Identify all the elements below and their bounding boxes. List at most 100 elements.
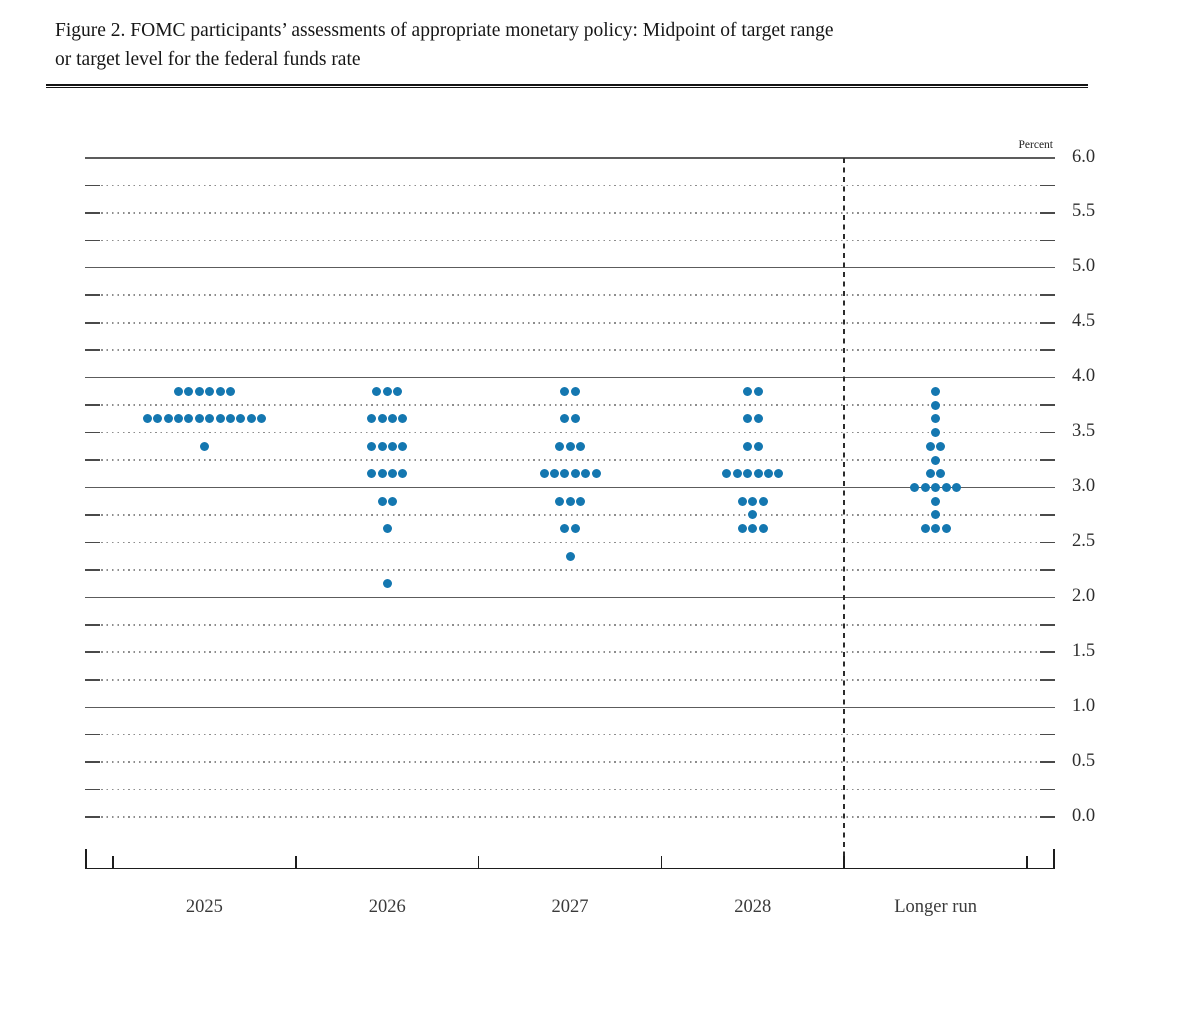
- x-axis-tick: [660, 855, 663, 868]
- fomc-dot: [372, 386, 382, 396]
- gridline-right-cap: [1040, 294, 1055, 297]
- gridline-dotted: [85, 514, 1055, 516]
- gridline-dotted: [85, 294, 1055, 297]
- gridline-dotted: [85, 459, 1055, 461]
- fomc-dot: [236, 414, 246, 424]
- fomc-dot: [560, 469, 570, 479]
- fomc-dot: [931, 455, 941, 465]
- gridline-right-cap: [1040, 761, 1055, 763]
- fomc-dot: [570, 386, 580, 396]
- fomc-dot: [753, 386, 763, 396]
- fomc-dot: [753, 414, 763, 424]
- x-axis-label-longer-run: Longer run: [894, 897, 977, 917]
- fomc-dot: [936, 441, 946, 451]
- fomc-dot: [257, 414, 267, 424]
- fomc-dot: [925, 469, 935, 479]
- fomc-dot: [184, 414, 194, 424]
- fomc-dot: [581, 469, 591, 479]
- gridline-dotted: [85, 239, 1055, 242]
- fomc-dot: [215, 414, 225, 424]
- gridline-dotted: [85, 431, 1055, 434]
- gridline-right-cap: [1040, 733, 1055, 736]
- gridline-left-cap: [85, 321, 100, 324]
- fomc-dot: [565, 441, 575, 451]
- y-axis-label-0.5: 0.5: [1072, 750, 1096, 771]
- fomc-dot: [225, 414, 235, 424]
- fomc-dot: [575, 441, 585, 451]
- gridline-right-cap: [1040, 541, 1055, 544]
- x-axis-tick: [295, 855, 297, 868]
- gridline-right-cap: [1040, 651, 1055, 654]
- gridline-left-cap: [85, 212, 100, 214]
- y-axis-label-2.0: 2.0: [1072, 585, 1096, 606]
- y-axis-label-1.0: 1.0: [1072, 695, 1096, 716]
- x-axis-left-corner: [85, 849, 87, 868]
- fomc-dot: [382, 524, 392, 534]
- gridline-right-cap: [1040, 431, 1055, 434]
- x-axis-line: [85, 867, 1055, 870]
- fomc-dot: [387, 496, 397, 506]
- fomc-dot: [591, 469, 601, 479]
- fomc-dot: [398, 414, 408, 424]
- fomc-dot: [951, 483, 961, 492]
- fomc-dot: [925, 441, 935, 451]
- x-axis-label-2025: 2025: [185, 897, 223, 917]
- fomc-dot: [931, 400, 941, 410]
- fomc-dot: [382, 579, 392, 589]
- fomc-dot: [142, 414, 152, 424]
- fomc-dot: [398, 441, 408, 451]
- fomc-dot: [560, 524, 570, 534]
- fomc-dot: [377, 441, 387, 451]
- fomc-dot: [931, 483, 941, 492]
- gridline-left-cap: [85, 788, 100, 791]
- y-axis-label-2.5: 2.5: [1072, 530, 1096, 551]
- fomc-dot: [737, 524, 747, 534]
- gridline-left-cap: [85, 733, 100, 736]
- gridline-left-cap: [85, 816, 100, 818]
- longer-run-divider-dashed-line: [843, 158, 845, 868]
- fomc-dot: [398, 469, 408, 479]
- fomc-dot: [732, 469, 742, 479]
- x-axis-tick: [843, 855, 845, 868]
- gridline-right-cap: [1040, 404, 1055, 406]
- fomc-dot: [920, 483, 930, 492]
- fomc-dot: [377, 414, 387, 424]
- title-rule: [46, 84, 1088, 88]
- fomc-dot: [387, 469, 397, 479]
- x-axis-tick: [112, 855, 114, 868]
- gridline-left-cap: [85, 541, 100, 544]
- gridline-dotted: [85, 623, 1055, 626]
- fomc-dot: [931, 386, 941, 396]
- fomc-dot: [184, 386, 194, 396]
- y-axis-label-5.0: 5.0: [1072, 256, 1096, 277]
- gridline-right-cap: [1040, 569, 1055, 571]
- fomc-dot: [367, 469, 377, 479]
- gridline-dotted: [85, 761, 1055, 763]
- fomc-dot: [555, 496, 565, 506]
- figure-title-line2: or target level for the federal funds ra…: [55, 49, 361, 70]
- fomc-dot: [153, 414, 163, 424]
- x-axis-label-2028: 2028: [734, 897, 772, 917]
- fomc-dot: [173, 414, 183, 424]
- gridline-left-cap: [85, 431, 100, 434]
- fomc-dot: [748, 524, 758, 534]
- gridline-right-cap: [1040, 184, 1055, 187]
- x-axis-label-2026: 2026: [368, 897, 406, 917]
- fomc-dot: [205, 386, 215, 396]
- fomc-dot: [377, 496, 387, 506]
- fomc-dot: [194, 386, 204, 396]
- gridline-solid: [85, 596, 1055, 598]
- fomc-dot: [393, 386, 403, 396]
- fomc-dot: [560, 386, 570, 396]
- fomc-dot: [382, 386, 392, 396]
- gridline-left-cap: [85, 349, 100, 351]
- gridline-dotted: [85, 678, 1055, 681]
- gridline-solid: [85, 377, 1055, 379]
- gridline-solid: [85, 486, 1055, 489]
- fomc-dot: [246, 414, 256, 424]
- y-axis-label-6.0: 6.0: [1072, 146, 1096, 167]
- gridline-left-cap: [85, 678, 100, 681]
- fomc-dot: [748, 510, 758, 520]
- gridline-dotted: [85, 404, 1055, 406]
- gridline-left-cap: [85, 459, 100, 461]
